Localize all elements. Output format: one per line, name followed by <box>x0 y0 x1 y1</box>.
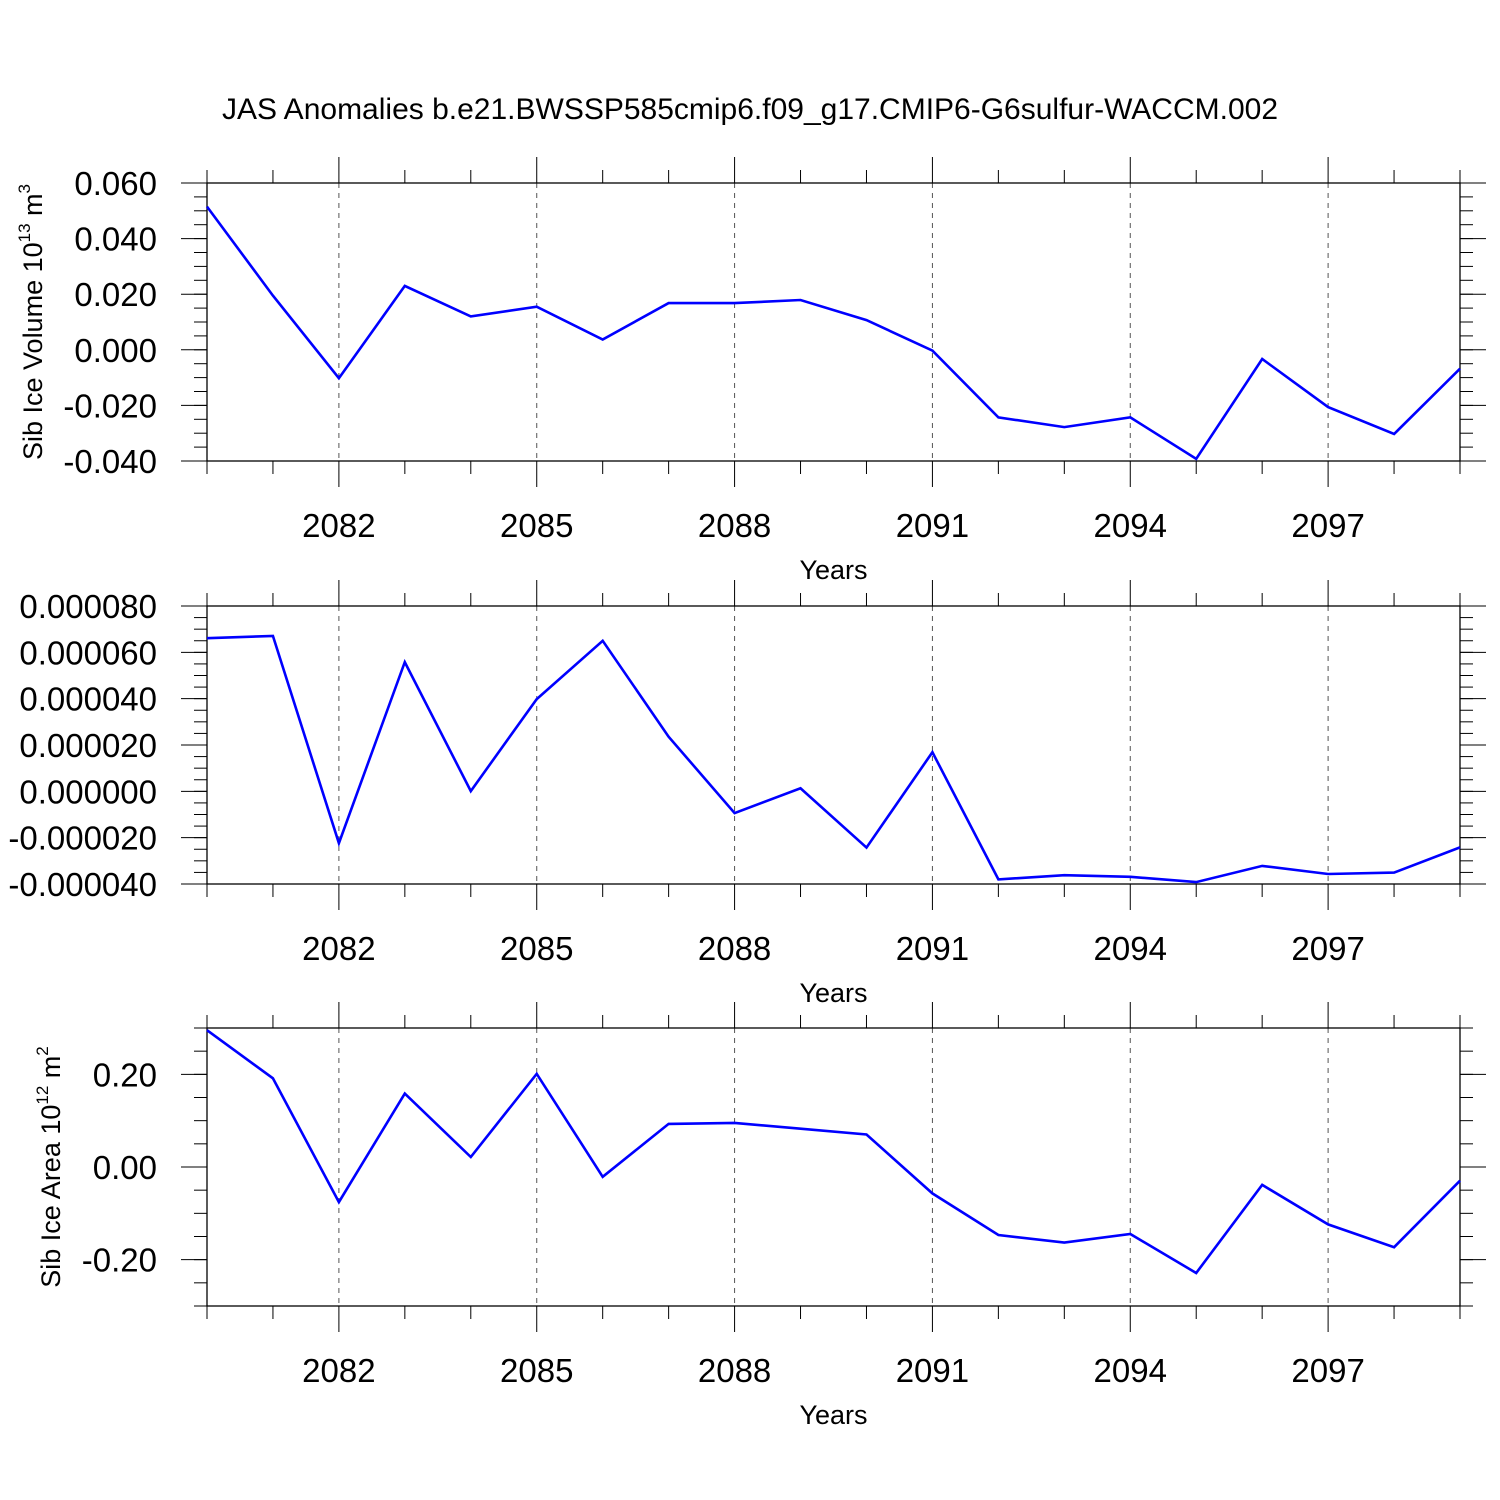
x-tick-label: 2085 <box>500 1352 573 1389</box>
x-tick-label: 2094 <box>1094 507 1167 544</box>
x-tick-label: 2094 <box>1094 930 1167 967</box>
y-tick-label: -0.000040 <box>8 866 157 903</box>
x-axis-title: Years <box>799 1400 867 1430</box>
chart-title: JAS Anomalies b.e21.BWSSP585cmip6.f09_g1… <box>222 93 1278 126</box>
y-tick-label: 0.040 <box>74 221 157 258</box>
panel-sib-ice-volume: 2082 2085 2088 2091 2094 2097 Years -0.040 -0.02… <box>15 157 1486 585</box>
x-tick-label: 2085 <box>500 507 573 544</box>
x-tick-label: 2088 <box>698 930 771 967</box>
y-tick-label: 0.20 <box>93 1056 157 1093</box>
plot-frame <box>206 605 1461 885</box>
y-tick-label: 0.000020 <box>19 727 157 764</box>
y-tick-label: 0.060 <box>74 165 157 202</box>
x-tick-label: 2082 <box>302 930 375 967</box>
x-axis-title: Years <box>799 978 867 1008</box>
y-tick-label: 0.00 <box>93 1149 157 1186</box>
plot-frame <box>206 182 1461 462</box>
x-axis-title: Years <box>799 555 867 585</box>
x-tick-label: 2088 <box>698 507 771 544</box>
y-tick-label: -0.20 <box>82 1242 157 1279</box>
series-line <box>206 1029 1461 1275</box>
y-tick-label: 0.000060 <box>19 634 157 671</box>
x-tick-label: 2097 <box>1291 507 1364 544</box>
x-tick-label: 2085 <box>500 930 573 967</box>
x-tick-label: 2091 <box>896 507 969 544</box>
x-tick-label: 2082 <box>302 1352 375 1389</box>
y-tick-label: -0.000020 <box>8 820 157 857</box>
x-tick-label: 2088 <box>698 1352 771 1389</box>
panel-sib-ice-area: 2082 2085 2088 2091 2094 2097 Years -0.20 0.00 0.… <box>33 1002 1486 1430</box>
series-line <box>206 634 1461 884</box>
x-tick-label: 2082 <box>302 507 375 544</box>
x-tick-label: 2097 <box>1291 1352 1364 1389</box>
y-axis-title: Sib Ice Volume 1013 m3 <box>15 184 48 460</box>
y-tick-label: -0.040 <box>63 443 157 480</box>
y-tick-label: -0.020 <box>63 387 157 424</box>
y-tick-label: 0.000080 <box>19 588 157 625</box>
y-axis-title: Sib Ice Area 1012 m2 <box>33 1046 66 1288</box>
panel-middle-anomaly: 2082 2085 2088 2091 2094 2097 Years -0.000040 -0… <box>8 580 1486 1008</box>
x-tick-label: 2091 <box>896 930 969 967</box>
x-tick-label: 2094 <box>1094 1352 1167 1389</box>
y-tick-label: 0.000000 <box>19 773 157 810</box>
x-tick-label: 2091 <box>896 1352 969 1389</box>
plot-frame <box>206 1027 1461 1307</box>
y-tick-label: 0.000040 <box>19 681 157 718</box>
y-tick-label: 0.000 <box>74 332 157 369</box>
series-line <box>205 205 1461 461</box>
y-tick-label: 0.020 <box>74 276 157 313</box>
x-tick-label: 2097 <box>1291 930 1364 967</box>
